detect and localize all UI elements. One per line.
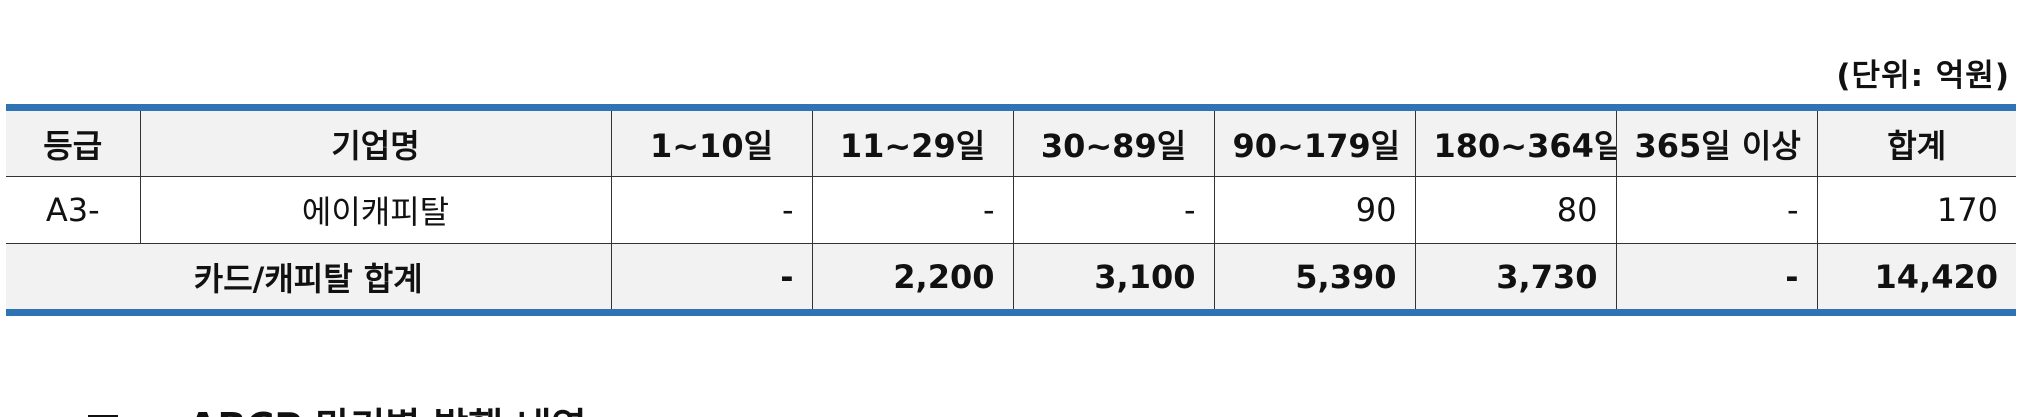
total-row-label: 카드/캐피탈 합계 [6,243,612,313]
cell-company: 에이캐피탈 [139,176,612,244]
header-11-29-days: 11~29일 [811,107,1014,177]
total-365-plus-days: - [1615,243,1818,313]
total-180-364-days: 3,730 [1414,243,1617,313]
cell-total: 170 [1816,176,2016,244]
total-1-10-days: - [610,243,813,313]
header-30-89-days: 30~89일 [1012,107,1215,177]
unit-note: (단위: 억원) [1836,58,2010,94]
header-365-plus-days: 365일 이상 [1615,107,1818,177]
total-sum: 14,420 [1816,243,2016,313]
maturity-table-container: 등급 기업명 1~10일 11~29일 30~89일 90~179일 180~3… [6,104,2016,316]
maturity-table: 등급 기업명 1~10일 11~29일 30~89일 90~179일 180~3… [6,104,2016,316]
table-row: A3- 에이캐피탈 - - - 90 80 - 170 [6,176,2016,244]
header-total: 합계 [1816,107,2016,177]
cell-1-10-days: - [610,176,813,244]
section-title: ABCP 만기별 발행 내역 [188,405,587,417]
cell-30-89-days: - [1012,176,1215,244]
cell-11-29-days: - [811,176,1014,244]
bullet-square-icon [88,414,118,417]
header-1-10-days: 1~10일 [610,107,813,177]
total-30-89-days: 3,100 [1012,243,1215,313]
cell-180-364-days: 80 [1414,176,1617,244]
header-180-364-days: 180~364일 [1414,107,1617,177]
total-11-29-days: 2,200 [811,243,1014,313]
total-90-179-days: 5,390 [1213,243,1416,313]
section-heading: ABCP 만기별 발행 내역 [88,396,587,417]
header-90-179-days: 90~179일 [1213,107,1416,177]
cell-365-plus-days: - [1615,176,1818,244]
total-row: 카드/캐피탈 합계 - 2,200 3,100 5,390 3,730 - 14… [6,243,2016,313]
cell-90-179-days: 90 [1213,176,1416,244]
header-grade: 등급 [6,107,141,177]
cell-grade: A3- [6,176,141,244]
header-company: 기업명 [139,107,612,177]
table-header-row: 등급 기업명 1~10일 11~29일 30~89일 90~179일 180~3… [6,107,2016,177]
